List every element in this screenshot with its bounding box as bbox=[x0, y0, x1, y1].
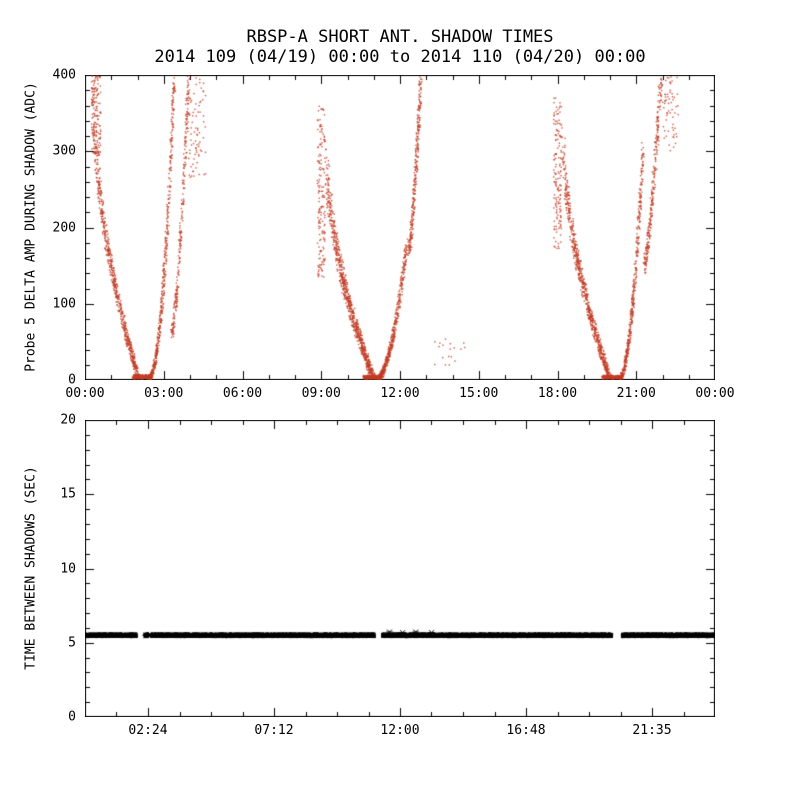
y-tick-label: 0 bbox=[68, 372, 76, 388]
x-tick-label: 06:00 bbox=[222, 386, 263, 401]
top-panel-canvas bbox=[85, 75, 715, 380]
y-tick-label: 100 bbox=[52, 296, 76, 312]
y-tick-label: 0 bbox=[68, 709, 76, 725]
y-tick-label: 400 bbox=[52, 67, 76, 83]
y-tick-label: 200 bbox=[52, 220, 76, 235]
x-tick-label: 09:00 bbox=[301, 386, 341, 401]
y-tick-label: 300 bbox=[52, 143, 76, 159]
x-tick-label: 16:48 bbox=[506, 723, 546, 738]
x-tick-label: 21:00 bbox=[616, 386, 656, 401]
bottom-y-axis-title: TIME BETWEEN SHADOWS (SEC) bbox=[23, 466, 39, 670]
x-tick-label: 00:00 bbox=[695, 386, 735, 401]
x-tick-label: 03:00 bbox=[144, 386, 184, 401]
x-tick-label: 21:35 bbox=[632, 723, 672, 738]
x-tick-label: 12:00 bbox=[380, 723, 420, 738]
y-tick-label: 20 bbox=[60, 412, 76, 428]
x-tick-label: 12:00 bbox=[380, 386, 420, 401]
x-tick-label: 15:00 bbox=[459, 386, 499, 401]
x-tick-label: 07:12 bbox=[254, 723, 294, 738]
y-tick-label: 10 bbox=[60, 561, 76, 576]
chart-title: RBSP-A SHORT ANT. SHADOW TIMES bbox=[246, 27, 554, 47]
bottom-panel-canvas bbox=[85, 420, 715, 717]
chart-subtitle: 2014 109 (04/19) 00:00 to 2014 110 (04/2… bbox=[154, 47, 646, 67]
x-tick-label: 00:00 bbox=[65, 386, 105, 401]
x-tick-label: 02:24 bbox=[128, 723, 168, 738]
y-tick-label: 5 bbox=[68, 635, 76, 651]
top-y-axis-title: Probe 5 DELTA AMP DURING SHADOW (ADC) bbox=[23, 82, 39, 372]
x-tick-label: 18:00 bbox=[537, 386, 578, 401]
y-tick-label: 15 bbox=[60, 486, 76, 502]
